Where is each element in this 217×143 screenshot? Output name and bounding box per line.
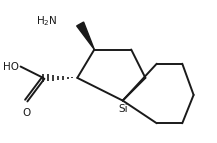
Polygon shape bbox=[77, 22, 94, 49]
Text: H$_2$N: H$_2$N bbox=[36, 14, 58, 28]
Text: O: O bbox=[22, 108, 30, 118]
Text: HO: HO bbox=[3, 61, 19, 72]
Text: Si: Si bbox=[118, 104, 128, 114]
